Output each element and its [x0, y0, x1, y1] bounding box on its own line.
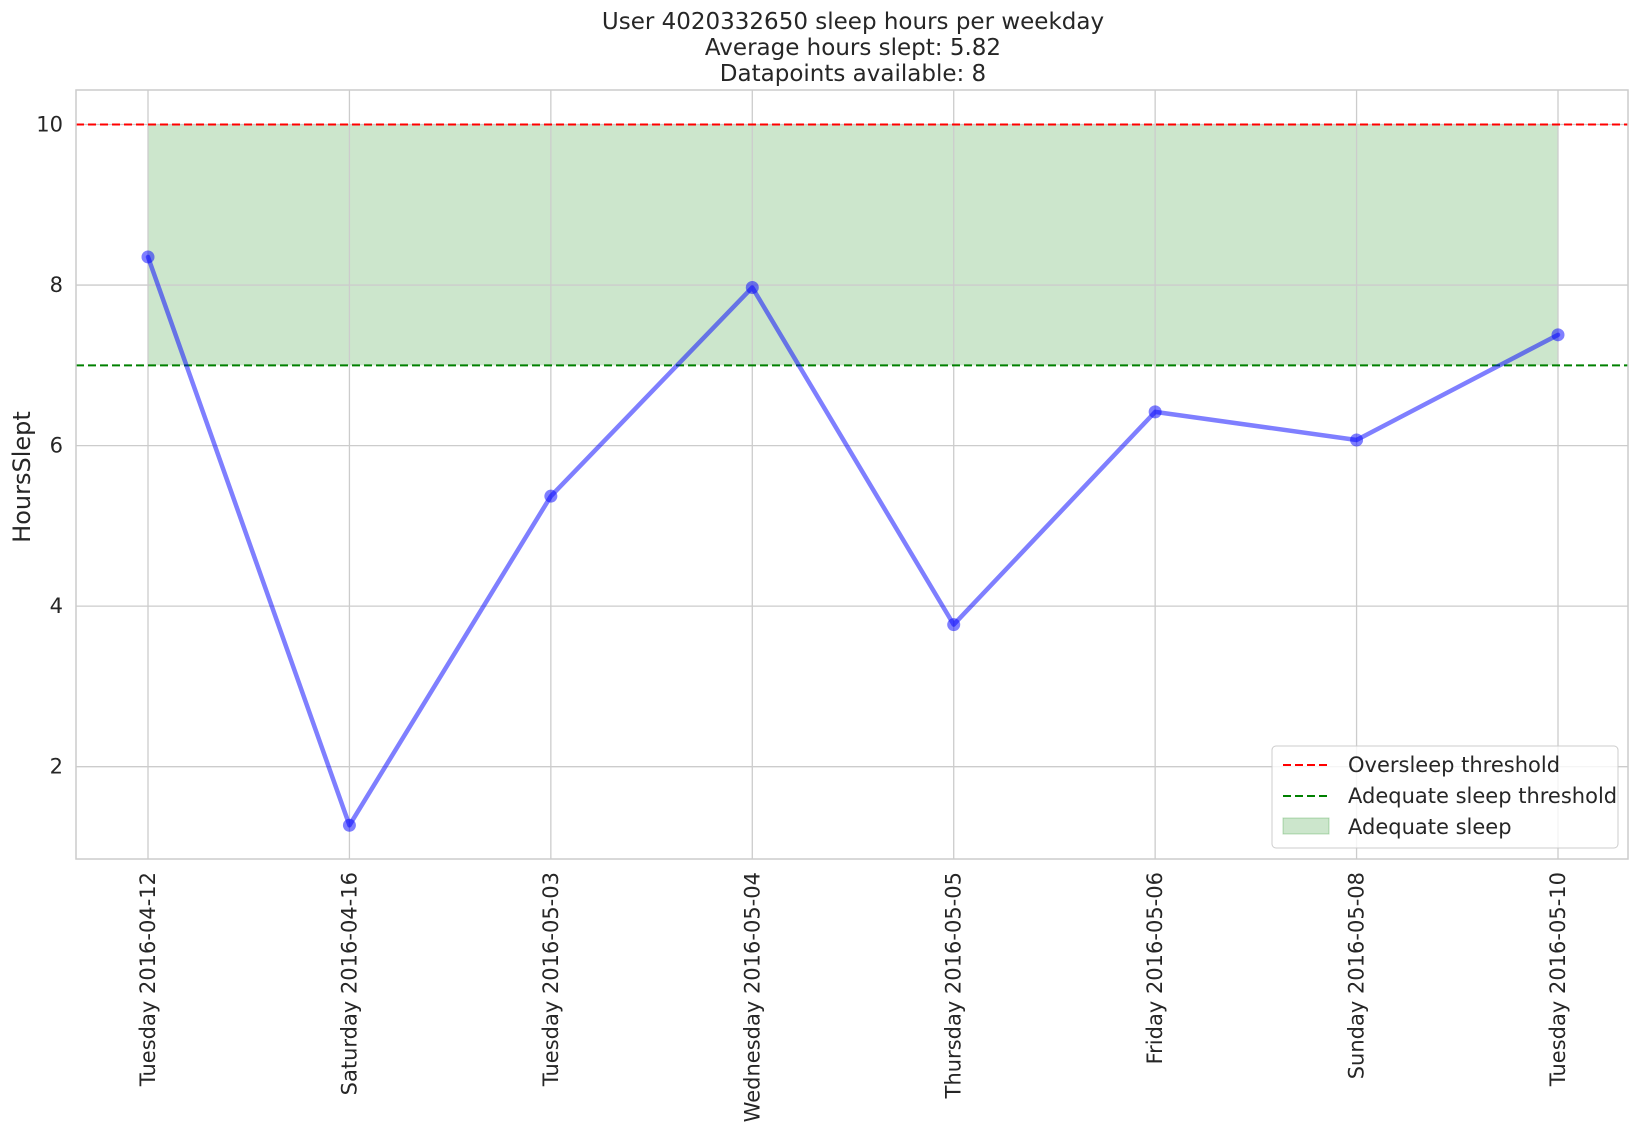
legend-box	[1271, 745, 1619, 849]
x-tick-label: Wednesday 2016-05-04	[740, 872, 764, 1122]
reference-lines	[76, 123, 1628, 367]
y-tick-label: 10	[36, 113, 63, 137]
series-layer	[141, 250, 1565, 832]
x-tick-label: Friday 2016-05-06	[1143, 872, 1167, 1064]
grid-lines	[76, 90, 1628, 859]
chart-title-line-3: Datapoints available: 8	[720, 61, 986, 87]
y-tick-label: 2	[50, 755, 63, 779]
legend-oversleep-label: Oversleep threshold	[1348, 753, 1560, 777]
data-point	[544, 489, 558, 503]
x-tick-label: Tuesday 2016-04-12	[136, 872, 160, 1087]
y-tick-label: 4	[50, 594, 63, 618]
y-tick-label: 6	[50, 434, 63, 458]
data-point	[1551, 328, 1565, 342]
plot-frame	[75, 89, 1629, 860]
plot-area	[76, 90, 1628, 859]
data-point	[1350, 433, 1364, 447]
data-point	[1148, 405, 1162, 419]
x-tick-labels: Tuesday 2016-04-12 Saturday 2016-04-16 Tue…	[136, 872, 1570, 1122]
data-point	[342, 818, 356, 832]
data-point	[947, 618, 961, 632]
adequate-sleep-band	[148, 124, 1558, 366]
legend-adequate-band-label: Adequate sleep	[1348, 815, 1512, 839]
chart-title-line-2: Average hours slept: 5.82	[705, 35, 1001, 61]
hours-slept-series-line	[145, 254, 1561, 828]
x-tick-label: Tuesday 2016-05-10	[1546, 872, 1570, 1087]
legend: Oversleep threshold Adequate sleep thres…	[1271, 745, 1619, 849]
data-point	[745, 280, 759, 294]
legend-adequate-band-swatch	[1282, 817, 1330, 835]
adequate-sleep-band-layer	[148, 124, 1558, 366]
x-tick-label: Tuesday 2016-05-03	[539, 872, 563, 1087]
x-tick-label: Saturday 2016-04-16	[337, 872, 361, 1095]
chart-title-line-1: User 4020332650 sleep hours per weekday	[602, 9, 1104, 35]
y-tick-labels: 2 4 6 8 10	[36, 113, 63, 779]
data-point	[141, 250, 155, 264]
x-tick-label: Sunday 2016-05-08	[1345, 872, 1369, 1079]
y-tick-label: 8	[50, 273, 63, 297]
x-tick-label: Thursday 2016-05-05	[942, 872, 966, 1099]
y-axis-label: HoursSlept	[8, 411, 36, 543]
legend-adequate-threshold-label: Adequate sleep threshold	[1348, 784, 1617, 808]
chart-title: User 4020332650 sleep hours per weekday …	[602, 9, 1104, 87]
